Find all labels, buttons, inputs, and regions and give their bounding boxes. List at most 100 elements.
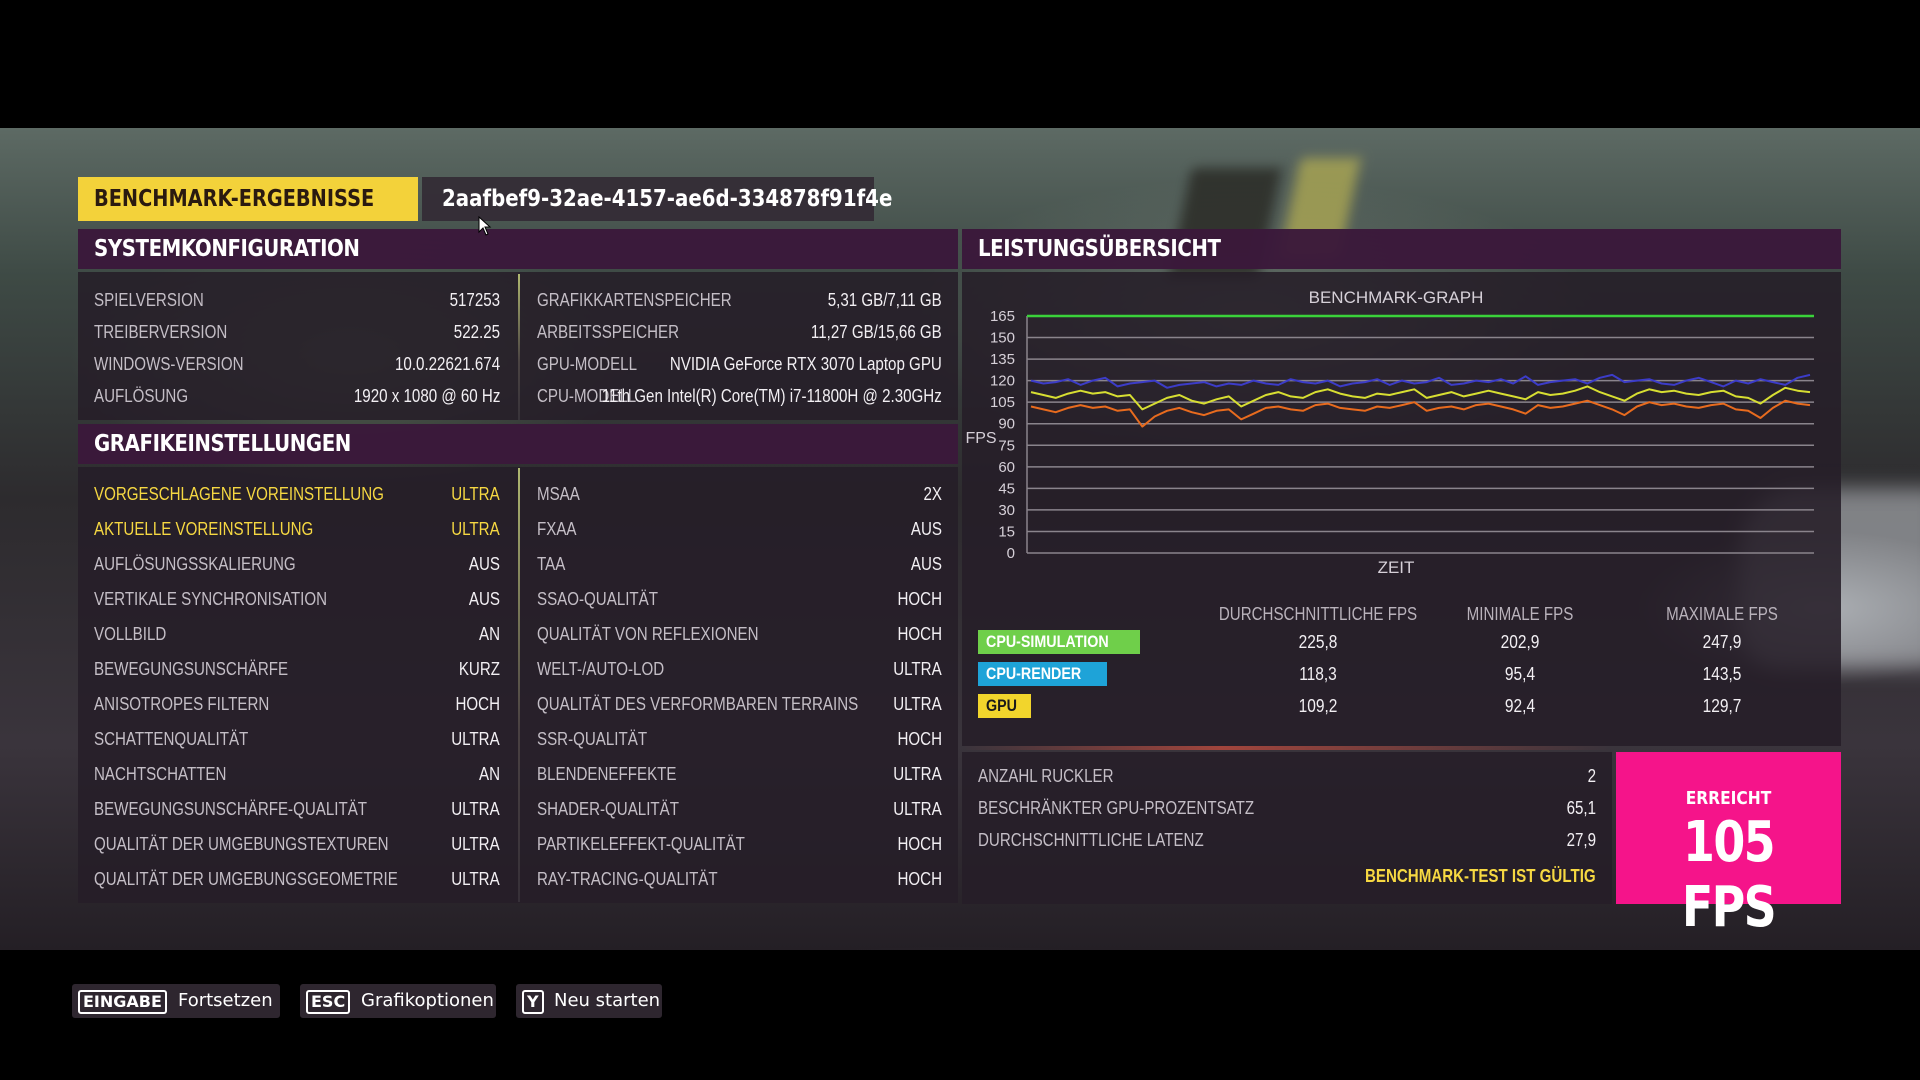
system-config-label: GPU-MODELL	[537, 354, 637, 374]
graphics-setting-row: BLENDENEFFEKTE ULTRA	[537, 764, 942, 786]
graphics-setting-value: ULTRA	[893, 764, 942, 784]
stats-value-avg: 118,3	[1299, 664, 1337, 684]
system-config-value: 10.0.22621.674	[394, 354, 500, 374]
column-divider	[518, 274, 520, 420]
y-tick-label: 105	[990, 394, 1015, 411]
y-tick-label: 30	[998, 502, 1015, 519]
system-config-header: SYSTEMKONFIGURATION	[78, 229, 958, 269]
y-tick-label: 60	[998, 459, 1015, 476]
graphics-settings-title: GRAFIKEINSTELLUNGEN	[94, 431, 351, 457]
graphics-setting-row: WELT-/AUTO-LOD ULTRA	[537, 659, 942, 681]
y-tick-label: 15	[998, 523, 1015, 540]
mouse-cursor-icon	[478, 216, 492, 236]
graphics-setting-value: AUS	[468, 589, 500, 609]
y-tick-label: 90	[998, 416, 1015, 433]
stats-series-badge: CPU-RENDER	[978, 662, 1108, 686]
graphics-setting-row: BEWEGUNGSUNSCHÄRFE-QUALITÄT ULTRA	[94, 799, 500, 821]
graph-x-axis-label: ZEIT	[1378, 558, 1415, 577]
graphics-setting-row: VERTIKALE SYNCHRONISATION AUS	[94, 589, 500, 611]
y-tick-label: 120	[990, 373, 1015, 390]
continue-button[interactable]: EINGABE Fortsetzen	[72, 984, 280, 1018]
graphics-setting-value: AN	[478, 624, 500, 644]
extra-stat-row: DURCHSCHNITTLICHE LATENZ 27,9	[978, 830, 1596, 852]
graph-y-axis-label: FPS	[965, 430, 996, 447]
system-config-row: GPU-MODELL NVIDIA GeForce RTX 3070 Laptop…	[537, 354, 942, 376]
extra-stat-row: ANZAHL RUCKLER 2	[978, 766, 1596, 788]
graphics-setting-row: QUALITÄT VON REFLEXIONEN HOCH	[537, 624, 942, 646]
graphics-setting-value: HOCH	[897, 624, 942, 644]
benchmark-id-tab: 2aafbef9-32ae-4157-ae6d-334878f91f4e	[422, 177, 892, 221]
graphics-setting-value: ULTRA	[893, 694, 942, 714]
benchmark-valid-status: BENCHMARK-TEST IST GÜLTIG	[1300, 866, 1596, 888]
graphics-setting-row: TAA AUS	[537, 554, 942, 576]
enter-key-icon: EINGABE	[78, 990, 167, 1014]
stats-series-label: CPU-SIMULATION	[986, 632, 1109, 651]
graphics-setting-value: AUS	[468, 554, 500, 574]
extra-stat-label: DURCHSCHNITTLICHE LATENZ	[978, 830, 1204, 850]
graphics-setting-row: PARTIKELEFFEKT-QUALITÄT HOCH	[537, 834, 942, 856]
graphics-setting-label: NACHTSCHATTEN	[94, 764, 227, 784]
graphics-setting-value: HOCH	[897, 869, 942, 889]
system-config-label: WINDOWS-VERSION	[94, 354, 244, 374]
stats-value-min: 92,4	[1504, 696, 1536, 716]
graphics-setting-row: RAY-TRACING-QUALITÄT HOCH	[537, 869, 942, 891]
restart-button[interactable]: Y Neu starten	[516, 984, 662, 1018]
bottom-letterbox	[0, 950, 1920, 1080]
graphics-setting-value: HOCH	[897, 729, 942, 749]
graphics-setting-value: KURZ	[458, 659, 500, 679]
stats-value-max: 129,7	[1702, 696, 1742, 716]
stats-column-header: MAXIMALE FPS	[1666, 604, 1778, 624]
graphics-setting-label: PARTIKELEFFEKT-QUALITÄT	[537, 834, 745, 854]
system-config-row: TREIBERVERSION 522.25	[94, 322, 500, 344]
graphics-setting-value: ULTRA	[451, 834, 500, 854]
column-divider	[518, 468, 520, 902]
graphics-setting-label: SSR-QUALITÄT	[537, 729, 648, 749]
graphics-setting-row: SSR-QUALITÄT HOCH	[537, 729, 942, 751]
graphics-options-button[interactable]: ESC Grafikoptionen	[300, 984, 496, 1018]
system-config-row: WINDOWS-VERSION 10.0.22621.674	[94, 354, 500, 376]
graphics-setting-label: AKTUELLE VOREINSTELLUNG	[94, 519, 314, 539]
system-config-label: GRAFIKKARTENSPEICHER	[537, 290, 732, 310]
system-config-row: CPU-MODELL 11th Gen Intel(R) Core(TM) i7-…	[537, 386, 942, 408]
stats-column-header: DURCHSCHNITTLICHE FPS	[1218, 604, 1418, 624]
graphics-setting-row: AUFLÖSUNGSSKALIERUNG AUS	[94, 554, 500, 576]
stats-value-max: 143,5	[1702, 664, 1742, 684]
esc-key-icon: ESC	[306, 990, 351, 1014]
graphics-setting-label: VORGESCHLAGENE VOREINSTELLUNG	[94, 484, 384, 504]
graphics-setting-row: MSAA 2X	[537, 484, 942, 506]
graphics-setting-value: 2X	[923, 484, 942, 504]
benchmark-graph-svg: BENCHMARK-GRAPH FPS ZEIT 0 15 30 45 60 75 90 10…	[965, 288, 1814, 577]
graphics-options-label: Grafikoptionen	[361, 990, 494, 1011]
stats-series-badge: CPU-SIMULATION	[978, 630, 1141, 654]
system-config-label: SPIELVERSION	[94, 290, 204, 310]
system-config-label: ARBEITSSPEICHER	[537, 322, 679, 342]
graphics-setting-value: ULTRA	[451, 519, 500, 539]
stats-value-avg: 109,2	[1298, 696, 1338, 716]
extra-stat-label: BESCHRÄNKTER GPU-PROZENTSATZ	[978, 798, 1255, 818]
result-fps-value: 105 FPS	[1681, 810, 1777, 940]
graphics-setting-row: VORGESCHLAGENE VOREINSTELLUNG ULTRA	[94, 484, 500, 506]
series-line-cpu_render	[1030, 399, 1811, 428]
system-config-value: 517253	[449, 290, 500, 310]
extra-stat-value: 65,1	[1566, 798, 1596, 818]
graphics-setting-row: SHADER-QUALITÄT ULTRA	[537, 799, 942, 821]
extra-stat-label: ANZAHL RUCKLER	[978, 766, 1114, 786]
benchmark-results-title: BENCHMARK-ERGEBNISSE	[94, 186, 375, 212]
graphics-setting-label: SHADER-QUALITÄT	[537, 799, 679, 819]
graphics-setting-label: WELT-/AUTO-LOD	[537, 659, 665, 679]
result-fps-box: ERREICHT 105 FPS	[1616, 752, 1841, 940]
graphics-setting-label: QUALITÄT DER UMGEBUNGSTEXTUREN	[94, 834, 389, 854]
graphics-setting-label: QUALITÄT DER UMGEBUNGSGEOMETRIE	[94, 869, 398, 889]
graphics-setting-row: NACHTSCHATTEN AN	[94, 764, 500, 786]
graphics-setting-row: SSAO-QUALITÄT HOCH	[537, 589, 942, 611]
benchmark-id: 2aafbef9-32ae-4157-ae6d-334878f91f4e	[442, 186, 893, 212]
restart-label: Neu starten	[554, 990, 661, 1011]
graphics-setting-label: RAY-TRACING-QUALITÄT	[537, 869, 718, 889]
stats-value-max: 247,9	[1702, 632, 1742, 652]
benchmark-graph: BENCHMARK-GRAPH FPS ZEIT 0 15 30 45 60 75 90 10…	[962, 270, 1820, 590]
graphics-setting-label: QUALITÄT DES VERFORMBAREN TERRAINS	[537, 694, 859, 714]
graphics-setting-value: ULTRA	[893, 799, 942, 819]
graphics-setting-value: HOCH	[455, 694, 500, 714]
graphics-setting-row: QUALITÄT DER UMGEBUNGSTEXTUREN ULTRA	[94, 834, 500, 856]
graphics-setting-value: HOCH	[897, 834, 942, 854]
